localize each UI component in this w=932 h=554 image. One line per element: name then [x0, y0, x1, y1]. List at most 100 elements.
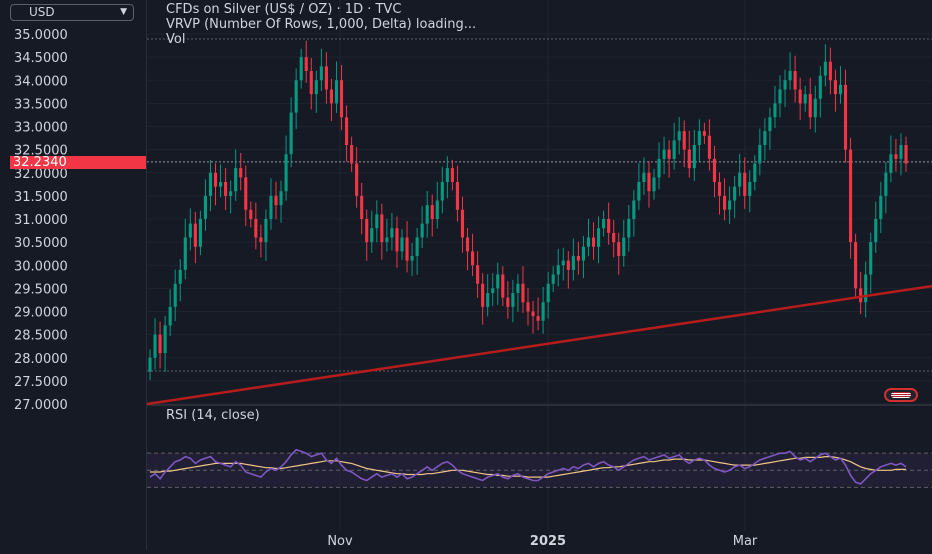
candle-body	[783, 80, 787, 90]
candle-body	[420, 223, 424, 238]
candle-body	[385, 237, 389, 243]
candle-body	[476, 265, 480, 284]
candle-body	[450, 168, 454, 182]
candle-body	[224, 182, 228, 196]
candle-body	[188, 223, 192, 238]
legend-line-vrvp[interactable]: VRVP (Number Of Rows, 1,000, Delta) load…	[166, 17, 477, 32]
candle-body	[571, 256, 575, 270]
candle-body	[294, 80, 298, 113]
candle-body	[566, 260, 570, 270]
candle-body	[677, 131, 681, 141]
candle-body	[430, 205, 434, 219]
candle-body	[662, 149, 666, 159]
legend-line-symbol[interactable]: CFDs on Silver (US$ / OZ) · 1D · TVC	[166, 2, 402, 17]
candle-body	[460, 209, 465, 238]
candle-body	[833, 80, 838, 95]
candle-body	[808, 94, 812, 118]
candle-body	[506, 297, 510, 307]
y-tick-label: 34.0000	[14, 74, 68, 89]
candle-body	[763, 131, 767, 145]
candle-body	[692, 145, 696, 169]
candle-body	[728, 200, 732, 210]
candle-body	[864, 274, 868, 303]
candle-body	[793, 71, 797, 90]
candle-body	[289, 112, 293, 155]
candle-body	[455, 182, 460, 210]
candle-body	[869, 242, 873, 275]
currency-button[interactable]: USD ▼	[10, 4, 134, 21]
candle-body	[712, 158, 717, 182]
candle-body	[667, 149, 671, 159]
candle-body	[435, 200, 439, 219]
candle-body	[581, 246, 586, 261]
candle-body	[350, 145, 354, 164]
candle-body	[818, 75, 822, 99]
candles	[148, 40, 908, 380]
y-tick-label: 29.5000	[14, 282, 68, 297]
candle-body	[859, 288, 863, 303]
candle-body	[324, 66, 328, 90]
candle-body	[743, 172, 747, 196]
candle-body	[148, 357, 152, 372]
candle-body	[173, 283, 177, 307]
candle-body	[526, 302, 530, 312]
x-tick-label: Nov	[327, 534, 353, 549]
candle-body	[410, 256, 414, 261]
us-flag-icon[interactable]	[884, 388, 918, 402]
y-tick-label: 32.0000	[14, 167, 68, 182]
rsi-lines	[149, 448, 907, 485]
candle-body	[778, 89, 782, 104]
candle-body	[481, 283, 485, 307]
candle-body	[889, 154, 893, 173]
candle-body	[733, 186, 737, 201]
y-tick-label: 35.0000	[14, 28, 68, 43]
candle-body	[758, 145, 762, 164]
rsi-legend[interactable]: RSI (14, close)	[166, 408, 260, 423]
candle-body	[360, 195, 364, 219]
candle-body	[637, 182, 641, 201]
y-axis-labels: 35.0000 34.5000 34.0000 33.5000 33.0000 32.50…	[14, 28, 68, 410]
candle-body	[239, 168, 243, 178]
y-tick-label: 34.5000	[14, 51, 68, 66]
candle-body	[602, 219, 606, 229]
flag-stripes	[891, 392, 911, 398]
candle-body	[596, 228, 601, 247]
candle-body	[400, 237, 404, 252]
trendline[interactable]	[146, 284, 932, 406]
candle-body	[541, 302, 545, 321]
candle-body	[208, 172, 213, 196]
y-tick-label: 29.0000	[14, 306, 68, 321]
candle-body	[178, 269, 182, 284]
y-tick-label: 30.5000	[14, 236, 68, 251]
candle-body	[707, 135, 712, 159]
candle-body	[788, 71, 792, 81]
candle-body	[254, 219, 258, 238]
candle-body	[627, 219, 631, 238]
candle-body	[874, 219, 878, 243]
candle-body	[768, 117, 772, 132]
candle-body	[163, 325, 167, 354]
candle-body	[511, 293, 515, 307]
candle-body	[309, 71, 313, 95]
currency-label: USD	[29, 5, 55, 19]
candle-body	[445, 168, 449, 182]
candle-body	[546, 283, 550, 303]
legend-line-vol[interactable]: Vol	[166, 32, 186, 47]
candle-body	[395, 228, 399, 252]
candle-body	[702, 131, 706, 136]
candle-body	[899, 145, 903, 159]
candle-body	[622, 237, 626, 256]
candle-body	[213, 172, 218, 187]
rsi-ma-line	[150, 456, 906, 478]
candle-body	[672, 140, 676, 159]
candle-body	[848, 149, 853, 243]
candle-body	[773, 103, 777, 118]
candle-body	[193, 223, 197, 247]
candle-body	[470, 251, 475, 266]
y-tick-label: 31.5000	[14, 190, 68, 205]
candle-body	[465, 237, 470, 252]
candle-body	[279, 191, 283, 206]
rsi-line	[149, 448, 907, 485]
candle-body	[425, 205, 429, 224]
candle-body	[607, 219, 611, 233]
